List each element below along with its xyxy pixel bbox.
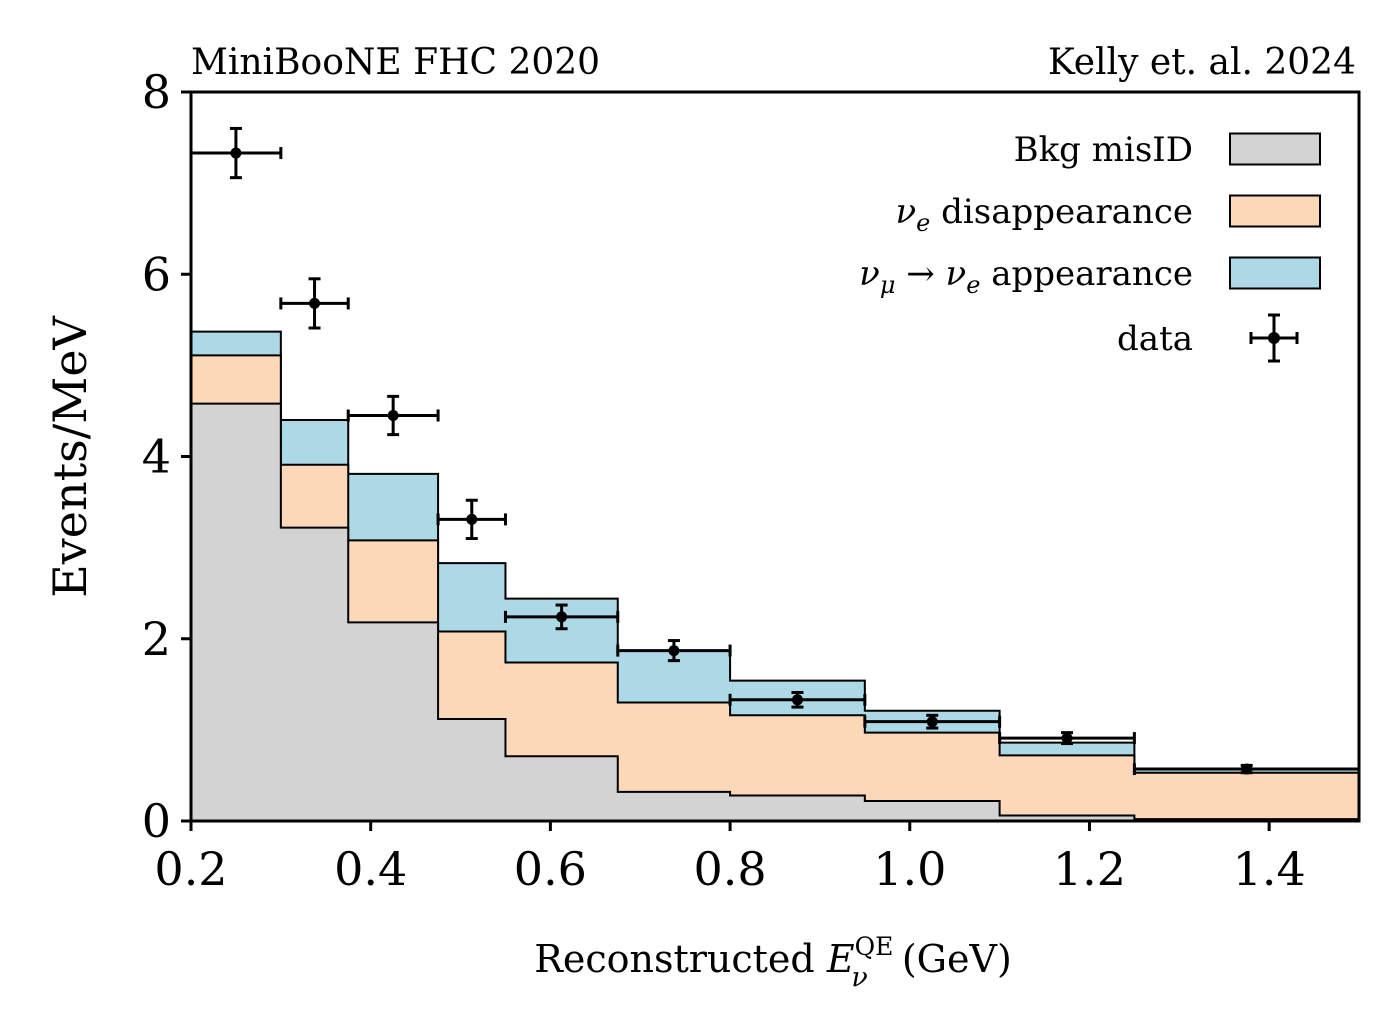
x-axis-label-prefix: Reconstructed	[534, 937, 827, 981]
data-point	[279, 277, 350, 330]
data-point	[189, 126, 283, 180]
data-points-layer	[189, 126, 1361, 776]
x-axis-label-suffix: (GeV)	[890, 937, 1012, 981]
data-marker	[668, 645, 680, 657]
x-tick-label: 1.4	[1233, 842, 1306, 896]
data-point	[616, 639, 732, 663]
histogram-step-e-disappearance	[190, 354, 1359, 821]
y-tick-label: 8	[142, 65, 171, 119]
plot-area	[190, 330, 1359, 821]
legend: Bkg misID νe disappearance νμ → νe appeara…	[859, 130, 1321, 363]
legend-swatch	[1229, 194, 1321, 228]
legend-label: Bkg misID	[1014, 130, 1193, 170]
data-point	[863, 713, 1002, 730]
x-tick-label: 1.2	[1053, 842, 1126, 896]
data-marker	[791, 694, 803, 706]
data-marker	[556, 611, 568, 623]
x-tick-label: 1.0	[873, 842, 946, 896]
legend-entry-e-appearance: νμ → νe appearance	[859, 254, 1321, 299]
legend-entry-data: data	[1117, 313, 1299, 363]
y-tick-label: 0	[142, 794, 171, 848]
series-bkg-misid	[190, 402, 1359, 821]
x-tick-label: 0.8	[693, 842, 766, 896]
data-marker	[466, 513, 478, 525]
histogram-fill-e-disappearance	[191, 355, 1359, 821]
data-marker	[387, 409, 399, 421]
data-point	[503, 603, 620, 631]
histogram-step-bkg-misid	[190, 402, 1359, 821]
data-point	[436, 498, 507, 541]
chart-title-left: MiniBooNE FHC 2020	[191, 42, 600, 83]
legend-marker	[1268, 332, 1280, 344]
legend-entry-e-disappearance: νe disappearance	[895, 192, 1321, 237]
legend-swatch	[1229, 256, 1321, 290]
y-tick-label: 2	[142, 612, 171, 666]
x-tick-label: 0.2	[154, 842, 227, 896]
data-point	[728, 691, 867, 709]
x-tick-label: 0.4	[334, 842, 407, 896]
ticks-layer: 0.2 0.4 0.6 0.8 1.0 1.2 1.4 0 2 4 6 8	[142, 65, 1306, 896]
histogram-fill-bkg-misid	[191, 403, 1359, 821]
legend-swatch	[1229, 132, 1321, 166]
data-marker	[1241, 763, 1253, 775]
data-point	[346, 394, 440, 437]
data-marker	[230, 147, 242, 159]
data-marker	[309, 297, 321, 309]
legend-label: data	[1117, 319, 1193, 359]
y-tick-label: 4	[142, 430, 171, 484]
x-axis-label-subscript: ν	[851, 962, 867, 993]
data-point	[998, 731, 1136, 746]
legend-label: νe disappearance	[895, 192, 1193, 237]
series-e-disappearance	[190, 354, 1359, 821]
chart-title-right: Kelly et. al. 2024	[1048, 42, 1356, 83]
y-tick-label: 6	[142, 247, 171, 301]
legend-label: νμ → νe appearance	[859, 254, 1193, 299]
x-tick-label: 0.6	[514, 842, 587, 896]
x-axis-label: Reconstructed EQE ν (GeV)	[534, 932, 1012, 993]
legend-entry-bkg-misid: Bkg misID	[1014, 130, 1321, 170]
x-axis-label-symbol: E	[826, 937, 855, 981]
data-marker	[1061, 732, 1073, 744]
y-axis-label: Events/MeV	[43, 315, 97, 597]
data-marker	[926, 716, 938, 728]
x-axis-label-superscript: QE	[855, 932, 894, 961]
